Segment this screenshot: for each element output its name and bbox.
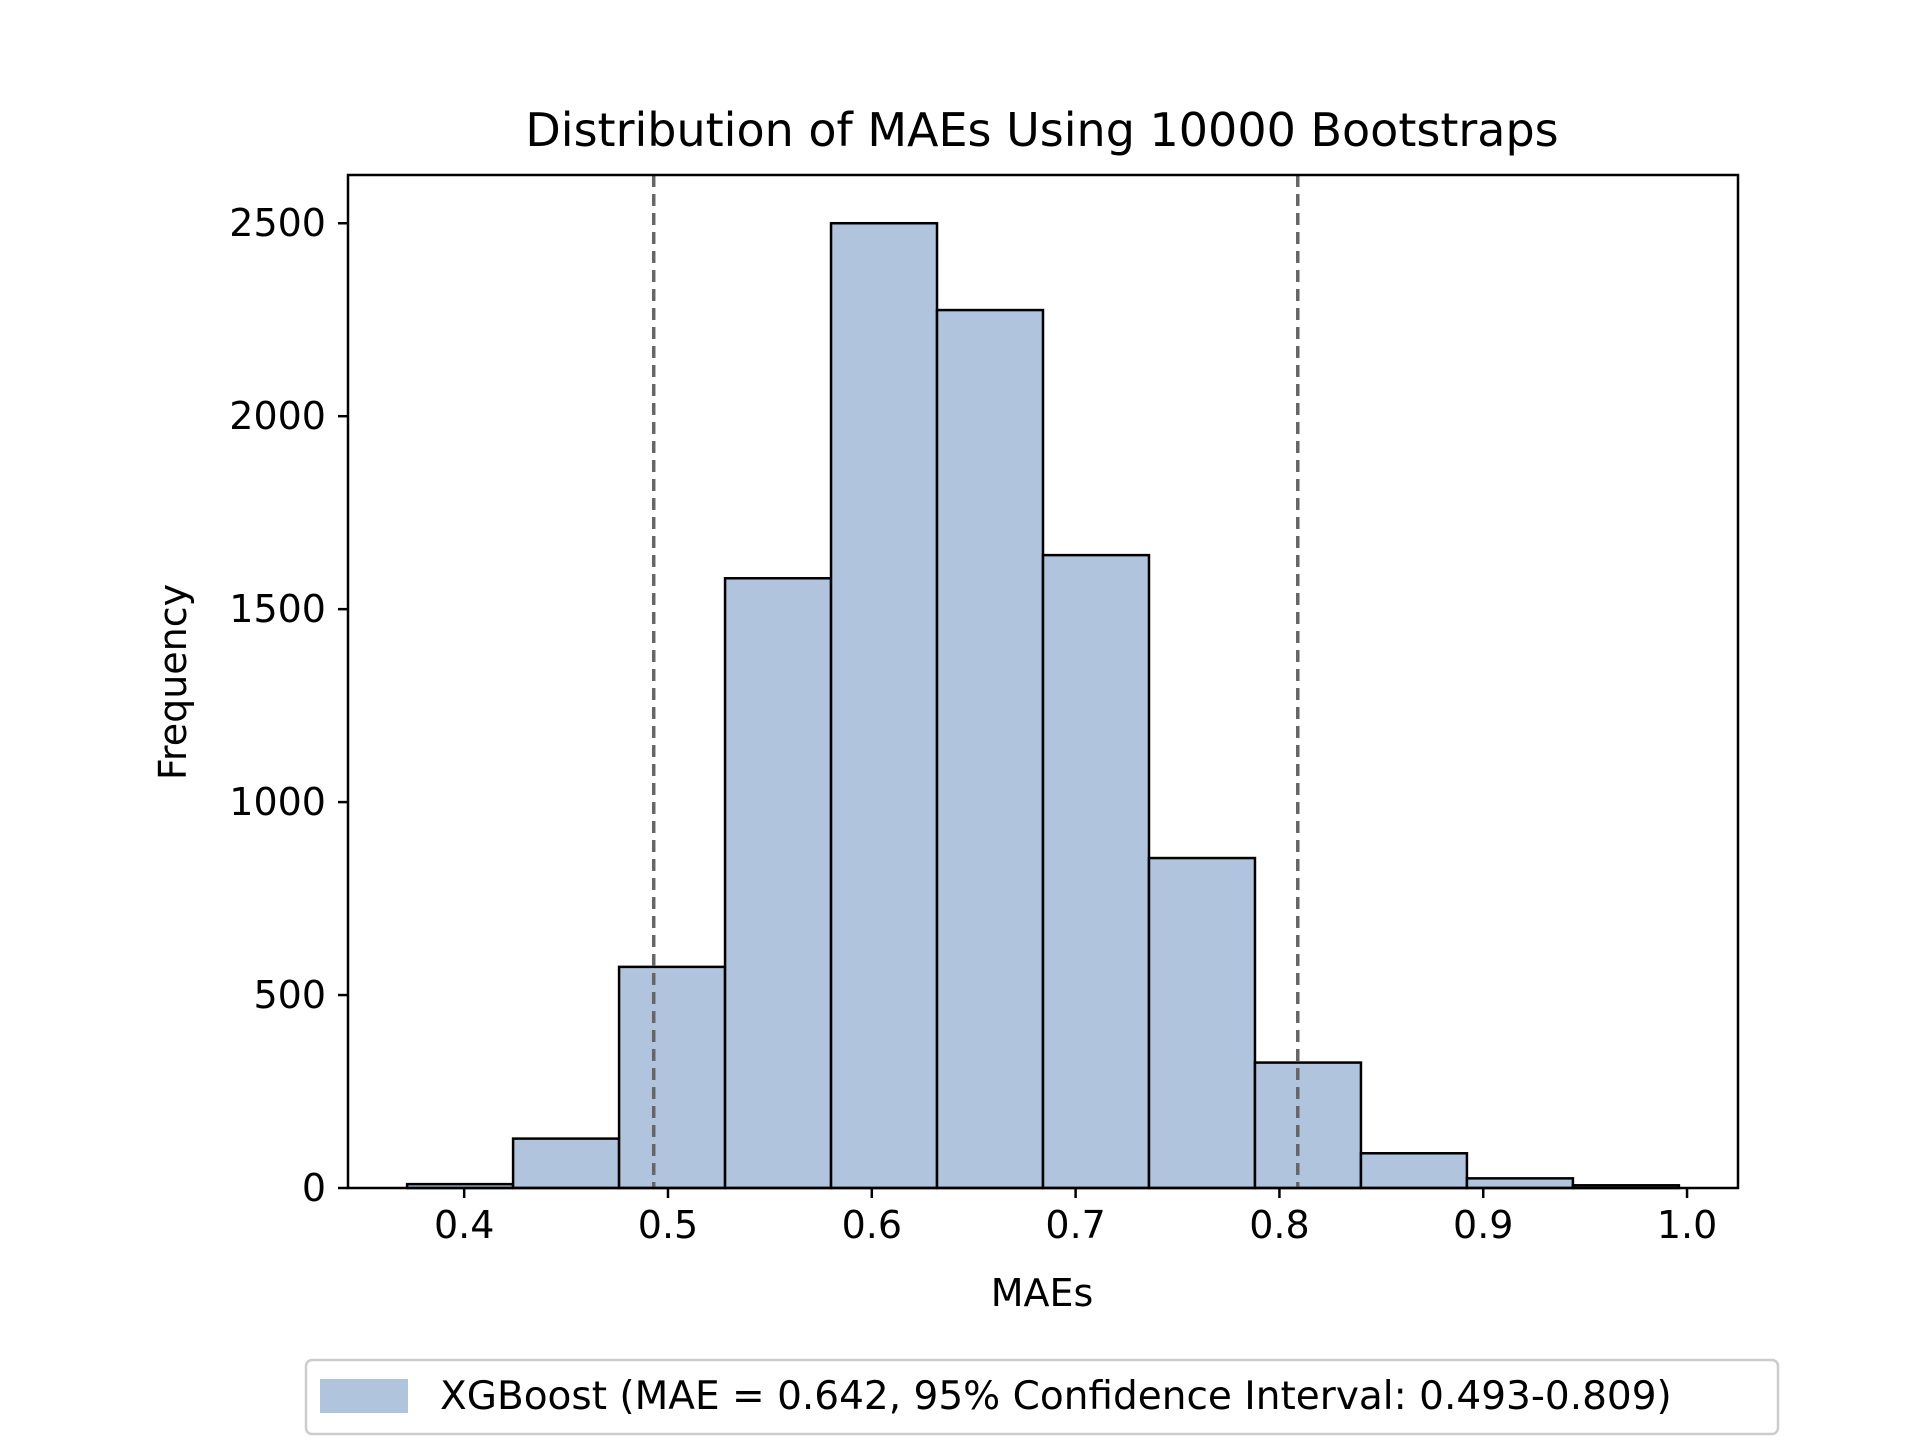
x-tick-label: 0.8 — [1249, 1203, 1309, 1247]
legend-frame — [304, 1358, 1780, 1436]
y-axis-label: Frequency — [151, 584, 195, 780]
x-axis-ticks: 0.4 0.5 0.6 0.7 0.8 0.9 1.0 — [434, 1188, 1717, 1247]
y-tick-label: 1500 — [229, 587, 326, 631]
histogram-bar-5 — [935, 308, 1045, 1190]
histogram-bar-7 — [1147, 856, 1257, 1190]
legend-label-xgboost: XGBoost (MAE = 0.642, 95% Confidence Int… — [440, 1374, 1672, 1419]
x-tick-label: 1.0 — [1657, 1203, 1717, 1247]
legend: XGBoost (MAE = 0.642, 95% Confidence Int… — [304, 1358, 1780, 1436]
histogram-bar-9 — [1359, 1152, 1469, 1190]
plot-frame — [346, 173, 1740, 1190]
chart-title: Distribution of MAEs Using 10000 Bootstr… — [525, 103, 1558, 157]
histogram-bar-8 — [1253, 1061, 1363, 1190]
histogram-bars — [405, 221, 1681, 1190]
x-axis-label: MAEs — [991, 1271, 1094, 1315]
x-tick-label: 0.7 — [1045, 1203, 1105, 1247]
confidence-interval-lines — [651, 175, 1300, 1188]
histogram-bar-1 — [511, 1137, 621, 1190]
y-tick-label: 0 — [302, 1166, 326, 1210]
legend-swatch-xgboost — [320, 1379, 408, 1413]
histogram-bar-10 — [1465, 1177, 1575, 1190]
histogram-bar-2 — [617, 965, 727, 1190]
x-tick-label: 0.9 — [1453, 1203, 1513, 1247]
x-tick-label: 0.5 — [638, 1203, 698, 1247]
y-tick-label: 500 — [253, 973, 326, 1017]
y-tick-label: 2500 — [229, 201, 326, 245]
histogram-bar-6 — [1041, 553, 1151, 1190]
y-axis-ticks: 0 500 1000 1500 2000 2500 — [229, 201, 348, 1210]
x-tick-label: 0.4 — [434, 1203, 494, 1247]
y-tick-label: 2000 — [229, 394, 326, 438]
y-tick-label: 1000 — [229, 780, 326, 824]
x-tick-label: 0.6 — [842, 1203, 902, 1247]
histogram-bar-4 — [829, 221, 939, 1190]
histogram-bar-3 — [723, 577, 833, 1190]
